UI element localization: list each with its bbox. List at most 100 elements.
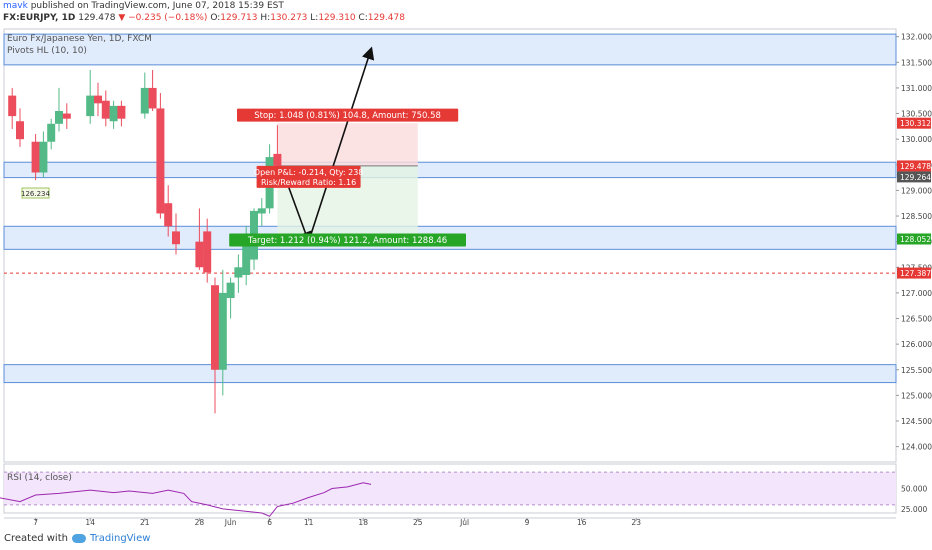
projection-arrow — [307, 46, 375, 242]
candle-body — [234, 267, 243, 278]
price-tag-stop: 130.312 — [900, 119, 931, 128]
author-link[interactable]: mavk — [3, 1, 28, 11]
rsi-band — [4, 472, 896, 505]
y-tick-label: 131.500 — [901, 58, 932, 67]
y-tick-label: 130.000 — [901, 135, 932, 144]
low-value: 129.310 — [318, 13, 356, 23]
candle-body — [109, 105, 118, 122]
candle-body — [140, 87, 149, 114]
candle-body — [55, 110, 63, 124]
y-tick-label: 126.000 — [901, 340, 932, 349]
target-label: Target: 1.212 (0.94%) 121.2, Amount: 128… — [247, 236, 447, 246]
y-tick-label: 124.000 — [901, 443, 932, 452]
price-tag-target: 128.052 — [900, 235, 931, 244]
candle-body — [94, 95, 102, 104]
y-tick-label: 126.500 — [901, 315, 932, 324]
x-tick-label: 25 — [413, 518, 423, 527]
close-label: C: — [358, 13, 368, 23]
stop-label: Stop: 1.048 (0.81%) 104.8, Amount: 750.5… — [254, 111, 441, 121]
candle-body — [31, 141, 40, 173]
symbol-label: FX:EURJPY, 1D — [3, 13, 76, 23]
candle-body — [172, 231, 180, 245]
pivot-low-label: 126.234 — [21, 190, 50, 198]
pivots-indicator-label[interactable]: Pivots HL (10, 10) — [7, 46, 87, 56]
high-label: H: — [260, 13, 271, 23]
rsi-tick-label: 25.000 — [901, 505, 927, 514]
price-tag-box — [897, 171, 931, 183]
stop-area — [277, 123, 418, 166]
y-tick-label: 131.000 — [901, 84, 932, 93]
open-label: O: — [210, 13, 221, 23]
candle-body — [101, 100, 110, 119]
price-tag-box — [897, 117, 931, 129]
pnl-label: Open P&L: -0.214, Qty: 238 — [254, 168, 364, 177]
high-value: 130.273 — [270, 13, 308, 23]
price-tag-entry: 129.264 — [900, 173, 931, 182]
pnl-box — [256, 165, 361, 188]
candle-body — [47, 123, 56, 142]
x-tick-label: 9 — [525, 518, 530, 527]
x-tick-label: Jul — [459, 518, 469, 527]
candle-body — [257, 208, 266, 214]
price-tag-dashed: 127.387 — [900, 269, 931, 278]
candle-body — [117, 105, 126, 119]
x-tick-label: 16 — [577, 518, 587, 527]
main-pane-title: Euro Fx/Japanese Yen, 1D, FXCM — [7, 34, 152, 44]
last-price: 129.478 — [78, 13, 116, 23]
candle-body — [148, 87, 157, 109]
candle-body — [86, 95, 95, 117]
x-tick-label: 23 — [631, 518, 641, 527]
y-tick-label: 125.000 — [901, 391, 932, 400]
x-tick-label: 11 — [304, 518, 314, 527]
candle-body — [273, 153, 282, 166]
rsi-line — [0, 482, 372, 517]
change-value: −0.235 (−0.18%) — [128, 13, 208, 23]
candle-body — [226, 282, 235, 299]
price-tag-box — [897, 267, 931, 279]
published-line: mavk published on TradingView.com, June … — [3, 1, 284, 11]
price-tag-last: 129.478 — [900, 162, 931, 171]
target-label-box — [229, 233, 466, 247]
change-down-icon: ▼ — [118, 13, 126, 23]
created-with-text: Created with — [4, 533, 68, 544]
close-value: 129.478 — [367, 13, 405, 23]
x-tick-label: 18 — [358, 518, 368, 527]
sr-zone — [3, 364, 897, 384]
projection-arrow — [284, 177, 312, 245]
candle-body — [195, 241, 204, 268]
y-tick-label: 132.000 — [901, 33, 932, 42]
candle-body — [39, 141, 48, 173]
pivot-low-label-box — [21, 187, 50, 199]
x-tick-label: Jun — [224, 518, 237, 527]
y-tick-label: 130.500 — [901, 110, 932, 119]
candle-body — [156, 108, 165, 214]
rsi-tick-label: 50.000 — [901, 485, 927, 494]
tradingview-cloud-icon — [71, 534, 86, 543]
candle-body — [8, 95, 17, 117]
price-tag-box — [897, 160, 931, 172]
candle-body — [203, 231, 212, 273]
published-text: published on TradingView.com, June 07, 2… — [30, 1, 284, 11]
y-tick-label: 125.500 — [901, 366, 932, 375]
y-tick-label: 124.500 — [901, 417, 932, 426]
tradingview-brand[interactable]: TradingView — [89, 533, 151, 544]
x-tick-label: 14 — [85, 518, 95, 527]
candle-body — [218, 292, 227, 370]
x-tick-label: 28 — [195, 518, 205, 527]
open-value: 129.713 — [220, 13, 258, 23]
candle-body — [211, 285, 219, 370]
candle-body — [242, 236, 251, 275]
y-tick-label: 129.000 — [901, 186, 932, 195]
ohlc-line: FX:EURJPY, 1D 129.478 ▼ −0.235 (−0.18%) … — [3, 13, 405, 23]
candle-body — [16, 121, 24, 140]
price-tag-box — [897, 233, 931, 245]
y-tick-label: 128.500 — [901, 212, 932, 221]
rsi-indicator-label[interactable]: RSI (14, close) — [7, 473, 72, 483]
footer: Created with TradingView — [4, 533, 150, 544]
candle-body — [62, 113, 71, 119]
stop-label-box — [237, 108, 459, 122]
y-tick-label: 127.000 — [901, 289, 932, 298]
x-tick-label: 7 — [33, 518, 38, 527]
sr-zone — [3, 161, 897, 179]
